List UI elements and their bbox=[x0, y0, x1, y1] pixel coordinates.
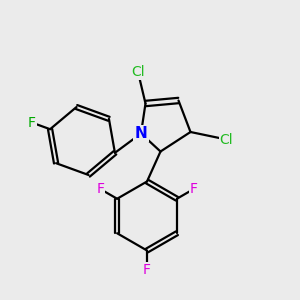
Text: F: F bbox=[96, 182, 104, 196]
Text: F: F bbox=[28, 116, 36, 130]
Text: F: F bbox=[143, 263, 151, 277]
Text: F: F bbox=[190, 182, 198, 196]
Text: Cl: Cl bbox=[220, 133, 233, 146]
Text: N: N bbox=[135, 126, 147, 141]
Text: Cl: Cl bbox=[131, 65, 145, 79]
